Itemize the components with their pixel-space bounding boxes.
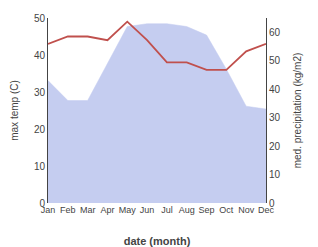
svg-text:10: 10 [269,169,281,180]
svg-text:Jun: Jun [140,205,155,215]
svg-text:40: 40 [34,50,46,61]
svg-text:50: 50 [34,13,46,24]
svg-text:Jul: Jul [161,205,173,215]
svg-text:20: 20 [34,124,46,135]
svg-text:Mar: Mar [80,205,96,215]
svg-text:30: 30 [34,87,46,98]
svg-text:Sep: Sep [199,205,215,215]
svg-text:med. precipitation (kg/m2): med. precipitation (kg/m2) [292,53,303,169]
svg-text:20: 20 [269,141,281,152]
svg-text:Apr: Apr [100,205,114,215]
svg-text:Aug: Aug [179,205,195,215]
svg-text:Feb: Feb [60,205,76,215]
svg-text:Dec: Dec [258,205,275,215]
svg-text:Jan: Jan [41,205,56,215]
svg-text:0: 0 [269,198,275,209]
svg-text:Nov: Nov [238,205,255,215]
svg-text:May: May [119,205,137,215]
svg-text:Oct: Oct [219,205,234,215]
svg-text:50: 50 [269,55,281,66]
svg-text:max temp (C): max temp (C) [9,80,20,141]
svg-text:30: 30 [269,112,281,123]
svg-text:0: 0 [39,198,45,209]
svg-text:date (month): date (month) [124,235,191,247]
svg-text:40: 40 [269,84,281,95]
svg-text:10: 10 [34,161,46,172]
svg-text:60: 60 [269,27,281,38]
